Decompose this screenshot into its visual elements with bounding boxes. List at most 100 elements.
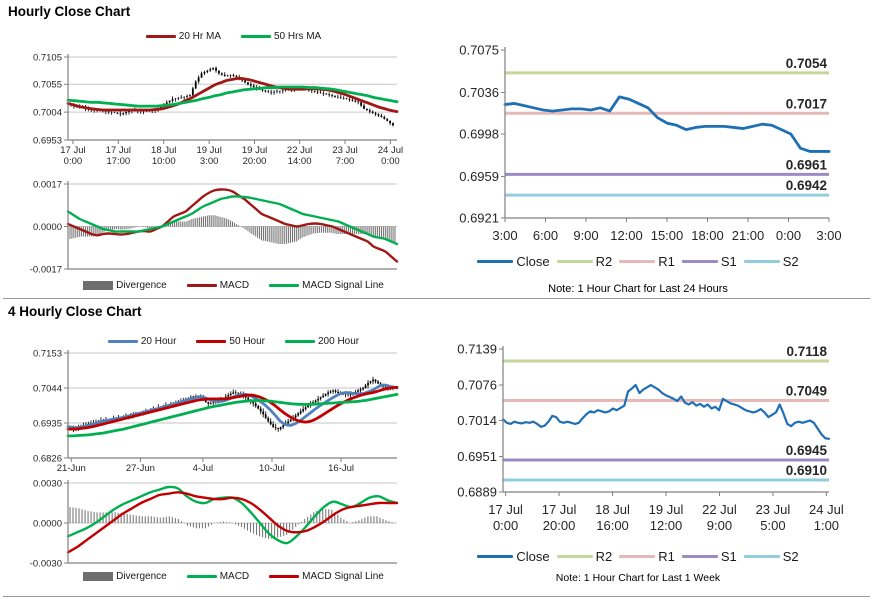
legend-item-50hr-ma: 50 Hrs MA (241, 31, 321, 42)
legend-item-20hr-ma: 20 Hr MA (145, 31, 221, 42)
hourly-sr-note: Note: 1 Hour Chart for Last 24 Hours (548, 283, 728, 295)
hourly-macd-chart: 0.0017 0.0000 -0.0017 (30, 179, 399, 275)
svg-text:16-Jul: 16-Jul (328, 463, 354, 474)
svg-text:0.7036: 0.7036 (459, 85, 499, 100)
svg-text:12:00: 12:00 (650, 518, 683, 533)
svg-text:0:00: 0:00 (493, 518, 518, 533)
svg-text:18:00: 18:00 (691, 228, 724, 243)
legend-item-close: Close (477, 549, 550, 564)
legend-item-macd-signal: MACD Signal Line (269, 280, 384, 291)
svg-text:12:00: 12:00 (610, 228, 643, 243)
svg-text:4-Jul: 4-Jul (193, 463, 214, 474)
svg-text:0.7153: 0.7153 (33, 348, 62, 359)
svg-text:24 Jul: 24 Jul (378, 145, 403, 156)
close-line-swatch (477, 554, 514, 559)
svg-text:16:00: 16:00 (596, 518, 629, 533)
svg-text:10:00: 10:00 (152, 156, 176, 167)
svg-text:3:00: 3:00 (816, 228, 841, 243)
svg-text:0.6961: 0.6961 (786, 157, 828, 172)
svg-text:17 Jul: 17 Jul (542, 502, 577, 517)
svg-text:0:00: 0:00 (776, 228, 801, 243)
macd-signal-line-swatch (269, 283, 300, 288)
four-hourly-price-legend: 20 Hour 50 Hour 200 Hour (66, 336, 401, 347)
svg-text:0:00: 0:00 (64, 156, 83, 167)
legend-item-macd: MACD (186, 280, 250, 291)
divergence-swatch (83, 572, 114, 581)
svg-text:0.7017: 0.7017 (786, 96, 827, 111)
legend-label: MACD Signal Line (302, 280, 384, 291)
legend-label: R2 (595, 254, 613, 269)
legend-label: 50 Hrs MA (274, 31, 322, 42)
legend-item-s1: S1 (681, 549, 737, 564)
svg-text:0.0000: 0.0000 (33, 222, 62, 233)
hourly-macd-legend: Divergence MACD MACD Signal Line (66, 280, 401, 291)
svg-text:0.7049: 0.7049 (786, 383, 827, 398)
svg-text:22 Jul: 22 Jul (702, 502, 737, 517)
legend-label: R1 (658, 254, 675, 269)
hourly-section-title: Hourly Close Chart (8, 4, 131, 19)
svg-text:17 Jul: 17 Jul (60, 145, 85, 156)
legend-label: Divergence (116, 280, 167, 291)
legend-label: R1 (658, 549, 675, 564)
svg-text:14:00: 14:00 (288, 156, 312, 167)
svg-text:23 Jul: 23 Jul (332, 145, 357, 156)
svg-text:23 Jul: 23 Jul (756, 502, 791, 517)
bottom-divider (3, 596, 870, 597)
legend-item-close: Close (477, 254, 550, 269)
section-divider (3, 298, 870, 299)
svg-text:3:00: 3:00 (492, 228, 517, 243)
legend-label: MACD (219, 280, 250, 291)
legend-label: 20 Hr MA (178, 31, 221, 42)
svg-text:0.0000: 0.0000 (33, 518, 62, 529)
ma20h-line-swatch (107, 339, 138, 344)
svg-text:0.7055: 0.7055 (33, 80, 62, 91)
svg-text:0.0017: 0.0017 (33, 179, 62, 190)
svg-text:-0.0030: -0.0030 (30, 558, 62, 569)
svg-text:19 Jul: 19 Jul (196, 145, 221, 156)
legend-label: MACD Signal Line (302, 571, 384, 582)
svg-text:5:00: 5:00 (760, 518, 785, 533)
s2-line-swatch (743, 259, 780, 264)
weekly-sr-legend: Close R2 R1 S1 S2 (442, 549, 834, 564)
legend-item-s1: S1 (681, 254, 737, 269)
legend-item-r1: R1 (619, 549, 675, 564)
r2-line-swatch (556, 554, 593, 559)
svg-text:15:00: 15:00 (651, 228, 684, 243)
svg-text:0:00: 0:00 (381, 156, 400, 167)
svg-text:0.7118: 0.7118 (786, 344, 827, 359)
legend-label: S1 (720, 254, 737, 269)
macd-line-swatch (186, 574, 217, 579)
svg-text:17 Jul: 17 Jul (106, 145, 131, 156)
svg-text:19 Jul: 19 Jul (649, 502, 684, 517)
legend-item-20hour: 20 Hour (107, 336, 176, 347)
hourly-price-legend: 20 Hr MA 50 Hrs MA (66, 31, 401, 42)
svg-text:0.6935: 0.6935 (33, 418, 62, 429)
svg-text:3:00: 3:00 (200, 156, 219, 167)
s1-line-swatch (681, 259, 718, 264)
svg-text:0.7075: 0.7075 (459, 43, 499, 58)
svg-text:0.6889: 0.6889 (457, 485, 497, 500)
svg-text:0.6953: 0.6953 (33, 135, 62, 146)
ma50-line-swatch (241, 34, 271, 39)
hourly-support-resistance-chart: 0.7075 0.7036 0.6998 0.6959 0.6921 3:00 6:00 9:… (459, 43, 841, 243)
r2-line-swatch (556, 259, 593, 264)
svg-text:0.6959: 0.6959 (459, 169, 499, 184)
svg-text:17 Jul: 17 Jul (488, 502, 523, 517)
svg-text:0.7054: 0.7054 (786, 56, 828, 71)
svg-text:9:00: 9:00 (707, 518, 732, 533)
close-line-swatch (477, 259, 514, 264)
svg-text:24 Jul: 24 Jul (809, 502, 844, 517)
svg-text:0.0030: 0.0030 (33, 478, 62, 489)
macd-line-swatch (186, 283, 217, 288)
svg-text:0.7076: 0.7076 (457, 378, 497, 393)
legend-item-divergence: Divergence (83, 280, 167, 291)
hourly-sr-legend: Close R2 R1 S1 S2 (442, 254, 834, 269)
svg-text:17:00: 17:00 (106, 156, 130, 167)
legend-item-s2: S2 (743, 549, 799, 564)
four-hourly-section-title: 4 Hourly Close Chart (8, 304, 142, 319)
legend-item-r2: R2 (556, 254, 613, 269)
svg-text:-0.0017: -0.0017 (30, 264, 62, 275)
svg-text:0.7105: 0.7105 (33, 52, 62, 63)
legend-label: MACD (219, 571, 250, 582)
